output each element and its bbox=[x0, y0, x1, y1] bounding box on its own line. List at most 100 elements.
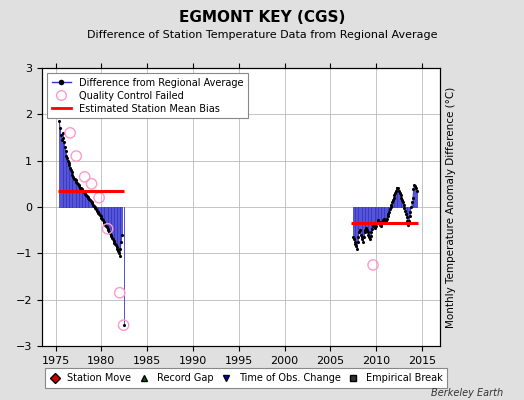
Point bbox=[77, 185, 85, 192]
Point bbox=[73, 180, 81, 186]
Point bbox=[392, 188, 400, 194]
Point bbox=[391, 190, 399, 196]
Point bbox=[119, 322, 128, 328]
Point bbox=[359, 234, 368, 240]
Point bbox=[112, 242, 120, 249]
Point bbox=[92, 206, 100, 212]
Point bbox=[56, 118, 64, 124]
Point bbox=[66, 164, 74, 171]
Point bbox=[116, 246, 125, 252]
Point bbox=[99, 217, 107, 224]
Point bbox=[409, 194, 417, 201]
Point bbox=[410, 182, 419, 188]
Point bbox=[370, 223, 379, 230]
Point bbox=[411, 184, 420, 191]
Point bbox=[81, 191, 90, 197]
Point bbox=[116, 290, 124, 296]
Point bbox=[93, 208, 102, 215]
Point bbox=[108, 235, 116, 241]
Point bbox=[407, 204, 416, 210]
Point bbox=[387, 202, 396, 208]
Point bbox=[404, 222, 412, 228]
Point bbox=[62, 153, 71, 159]
Point bbox=[86, 197, 94, 203]
Point bbox=[364, 229, 372, 236]
Y-axis label: Monthly Temperature Anomaly Difference (°C): Monthly Temperature Anomaly Difference (… bbox=[446, 86, 456, 328]
Point bbox=[71, 176, 79, 182]
Point bbox=[371, 225, 379, 231]
Point bbox=[374, 217, 383, 223]
Point bbox=[86, 198, 95, 205]
Point bbox=[379, 217, 387, 223]
Point bbox=[113, 246, 122, 252]
Point bbox=[65, 162, 73, 168]
Point bbox=[352, 243, 361, 250]
Point bbox=[104, 227, 113, 233]
Point bbox=[100, 219, 108, 225]
Point bbox=[396, 192, 405, 199]
Point bbox=[381, 220, 389, 226]
Point bbox=[102, 223, 110, 229]
Point bbox=[71, 177, 80, 183]
Point bbox=[66, 130, 74, 136]
Point bbox=[97, 214, 106, 221]
Point bbox=[72, 153, 81, 159]
Point bbox=[355, 229, 364, 236]
Point bbox=[70, 176, 78, 182]
Point bbox=[61, 148, 70, 154]
Point bbox=[399, 202, 408, 208]
Point bbox=[397, 194, 406, 201]
Point bbox=[96, 212, 104, 218]
Point bbox=[96, 213, 105, 220]
Point bbox=[373, 220, 381, 226]
Point bbox=[85, 196, 93, 202]
Point bbox=[406, 208, 414, 215]
Point bbox=[63, 158, 72, 164]
Point bbox=[386, 204, 395, 210]
Point bbox=[88, 199, 96, 206]
Point bbox=[103, 226, 112, 232]
Point bbox=[389, 197, 397, 203]
Point bbox=[406, 213, 414, 220]
Point bbox=[64, 160, 73, 166]
Point bbox=[354, 238, 362, 245]
Point bbox=[384, 211, 392, 217]
Point bbox=[60, 139, 68, 145]
Point bbox=[377, 222, 386, 228]
Point bbox=[90, 203, 98, 209]
Point bbox=[90, 204, 99, 210]
Point bbox=[380, 218, 389, 224]
Point bbox=[366, 236, 374, 243]
Point bbox=[78, 186, 86, 192]
Point bbox=[81, 190, 89, 196]
Point bbox=[82, 192, 90, 198]
Point bbox=[365, 234, 374, 240]
Point bbox=[403, 218, 411, 224]
Point bbox=[68, 171, 77, 178]
Point bbox=[67, 167, 75, 173]
Text: Berkeley Earth: Berkeley Earth bbox=[431, 388, 503, 398]
Point bbox=[76, 184, 84, 191]
Point bbox=[59, 134, 68, 141]
Legend: Difference from Regional Average, Quality Control Failed, Estimated Station Mean: Difference from Regional Average, Qualit… bbox=[47, 73, 248, 118]
Point bbox=[367, 232, 375, 239]
Point bbox=[353, 246, 361, 252]
Point bbox=[363, 227, 371, 233]
Point bbox=[351, 241, 359, 247]
Point bbox=[398, 197, 406, 203]
Point bbox=[408, 199, 416, 206]
Point bbox=[101, 222, 110, 228]
Point bbox=[385, 208, 394, 215]
Point bbox=[364, 232, 373, 238]
Point bbox=[72, 178, 81, 185]
Point bbox=[91, 205, 100, 212]
Point bbox=[74, 182, 83, 188]
Point bbox=[69, 174, 78, 180]
Point bbox=[89, 202, 97, 208]
Legend: Station Move, Record Gap, Time of Obs. Change, Empirical Break: Station Move, Record Gap, Time of Obs. C… bbox=[45, 368, 447, 388]
Point bbox=[376, 223, 385, 230]
Point bbox=[369, 222, 378, 228]
Point bbox=[107, 233, 115, 239]
Point bbox=[358, 236, 366, 243]
Point bbox=[411, 183, 419, 189]
